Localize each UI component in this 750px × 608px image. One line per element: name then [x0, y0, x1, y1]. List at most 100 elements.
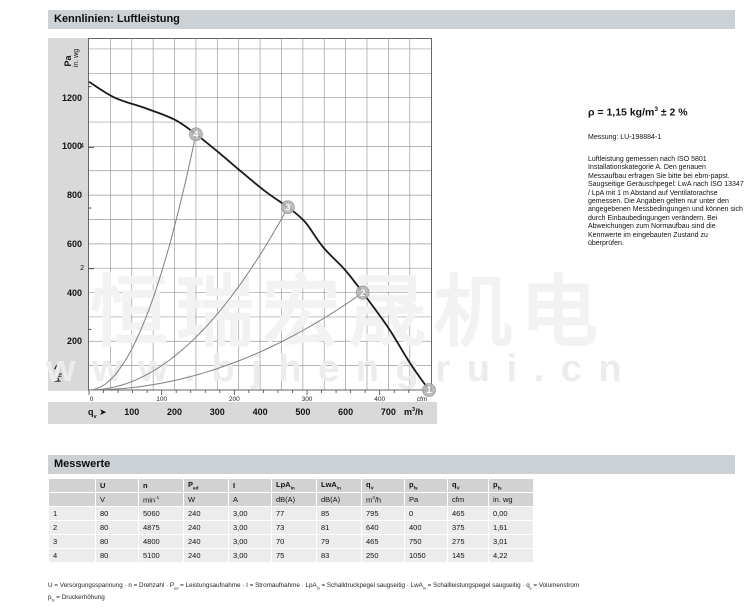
y-axis-unit-inwg: in. wg	[72, 48, 80, 68]
table-cell: in. wg	[489, 493, 533, 506]
m3h-tick-label: 200	[167, 407, 183, 417]
table-cell: 75	[272, 549, 316, 562]
table-cell: 240	[184, 507, 228, 520]
table-cell: qV	[362, 479, 404, 492]
table-cell: V	[96, 493, 138, 506]
table-cell: Ped	[184, 479, 228, 492]
table-cell: 4,22	[489, 549, 533, 562]
pa-tick-label: 1000	[61, 141, 82, 152]
table-cell: n	[139, 479, 183, 492]
table-cell: Pa	[405, 493, 447, 506]
table-cell: 465	[448, 507, 488, 520]
table-cell: 640	[362, 521, 404, 534]
table-cell: A	[229, 493, 271, 506]
table-cell	[49, 493, 95, 506]
table-cell: 0	[405, 507, 447, 520]
table-cell: 400	[405, 521, 447, 534]
table-cell: 4	[49, 549, 95, 562]
table-cell: 250	[362, 549, 404, 562]
table-cell: 145	[448, 549, 488, 562]
table-cell: 5060	[139, 507, 183, 520]
svg-text:1: 1	[427, 385, 432, 395]
table-cell: 77	[272, 507, 316, 520]
watermark-chinese: 恒瑞宏晟机电	[90, 268, 607, 356]
table-cell: 85	[317, 507, 361, 520]
cfm-tick-label: 200	[229, 396, 240, 403]
legend-item: n = Drehzahl	[128, 582, 165, 589]
table-cell: 795	[362, 507, 404, 520]
table-cell: 70	[272, 535, 316, 548]
table-cell: 4875	[139, 521, 183, 534]
table-cell: 80	[96, 521, 138, 534]
inwg-tick-label: 4	[80, 143, 84, 151]
x-axis-bar: qv ➤ m3/h 100 200 300 400 500 600 700	[48, 402, 437, 424]
table-cell: LpAin	[272, 479, 316, 492]
table-cell: 750	[405, 535, 447, 548]
cfm-tick-label: 0	[90, 396, 94, 403]
svg-text:4: 4	[193, 129, 198, 139]
m3h-tick-label: 100	[124, 407, 140, 417]
table-cell: pfs	[489, 479, 533, 492]
chart-curves: 1 2 3 4 0 100 200 300 400 cfm	[88, 81, 436, 403]
table-cell: 5100	[139, 549, 183, 562]
legend-item: qv = Volumenstrom	[526, 582, 580, 591]
table-cell: qV	[448, 479, 488, 492]
x-axis-title-qv: qv ➤	[88, 407, 107, 420]
table-cell: LwAin	[317, 479, 361, 492]
table-row: 4 80 5100 240 3,00 75 83 250 1050 145 4,22	[49, 549, 533, 562]
legend-item: LpAin = Schalldruckpegel saugseitig	[305, 582, 405, 591]
table-cell: 275	[448, 535, 488, 548]
legend-item: Ped = Leistungsaufnahme	[169, 582, 241, 591]
system-curve-4	[88, 134, 197, 391]
measurement-id: Messung: LU-198884-1	[588, 134, 662, 141]
table-cell: 3,01	[489, 535, 533, 548]
cfm-tick-label: 300	[302, 396, 313, 403]
table-cell: W	[184, 493, 228, 506]
table-cell: dB(A)	[272, 493, 316, 506]
operating-point-2: 2	[355, 285, 370, 300]
table-cell: 83	[317, 549, 361, 562]
cfm-tick-label: 100	[156, 396, 167, 403]
table-cell: 3	[49, 535, 95, 548]
m3h-tick-label: 400	[252, 407, 268, 417]
section-title-kennlinien: Kennlinien: Luftleistung	[48, 10, 735, 29]
table-cell: dB(A)	[317, 493, 361, 506]
table-row: 2 80 4875 240 3,00 73 81 640 400 375 1,61	[49, 521, 533, 534]
m3h-tick-label: 500	[295, 407, 311, 417]
legend-item: I = Stromaufnahme	[246, 582, 300, 589]
pa-tick-label: 1200	[61, 92, 82, 103]
abbreviation-legend: U = Versorgungsspannung · n = Drehzahl ·…	[48, 581, 743, 606]
cfm-axis-unit: cfm	[417, 396, 427, 403]
table-cell: 79	[317, 535, 361, 548]
system-curve-3	[88, 210, 287, 391]
table-cell: 3,00	[229, 521, 271, 534]
table-cell: 3,00	[229, 507, 271, 520]
operating-point-1: 1	[422, 383, 436, 397]
svg-text:3: 3	[285, 203, 290, 213]
table-cell: 2	[49, 521, 95, 534]
table-cell: 3,00	[229, 549, 271, 562]
section-title-messwerte: Messwerte	[48, 455, 735, 474]
svg-text:2: 2	[360, 288, 365, 298]
table-row: 1 80 5060 240 3,00 77 85 795 0 465 0,00	[49, 507, 533, 520]
m3h-tick-label: 600	[338, 407, 354, 417]
legend-item: pfs = Druckerhöhung	[48, 594, 105, 603]
table-cell: 73	[272, 521, 316, 534]
table-cell: 80	[96, 507, 138, 520]
pa-tick-label: 400	[66, 287, 82, 298]
operating-point-4: 4	[189, 127, 203, 142]
legend-item: LwAin = Schallleistungspegel saugseitig	[410, 582, 521, 591]
inwg-tick-label: 2	[80, 264, 84, 272]
air-density-note: ρ = 1,15 kg/m3 ± 2 %	[588, 106, 688, 119]
y-axis-bar: Pa pfs ➤ 200 400 600 800 1000 1200 2 4	[48, 38, 88, 391]
pa-tick-label: 800	[66, 190, 82, 201]
legend-line-1: U = Versorgungsspannung · n = Drehzahl ·…	[48, 582, 580, 591]
table-cell: I	[229, 479, 271, 492]
table-cell: pfs	[405, 479, 447, 492]
chart-grid	[88, 38, 432, 395]
measurement-description: Luftleistung gemessen nach ISO 5801 Inst…	[588, 156, 744, 248]
